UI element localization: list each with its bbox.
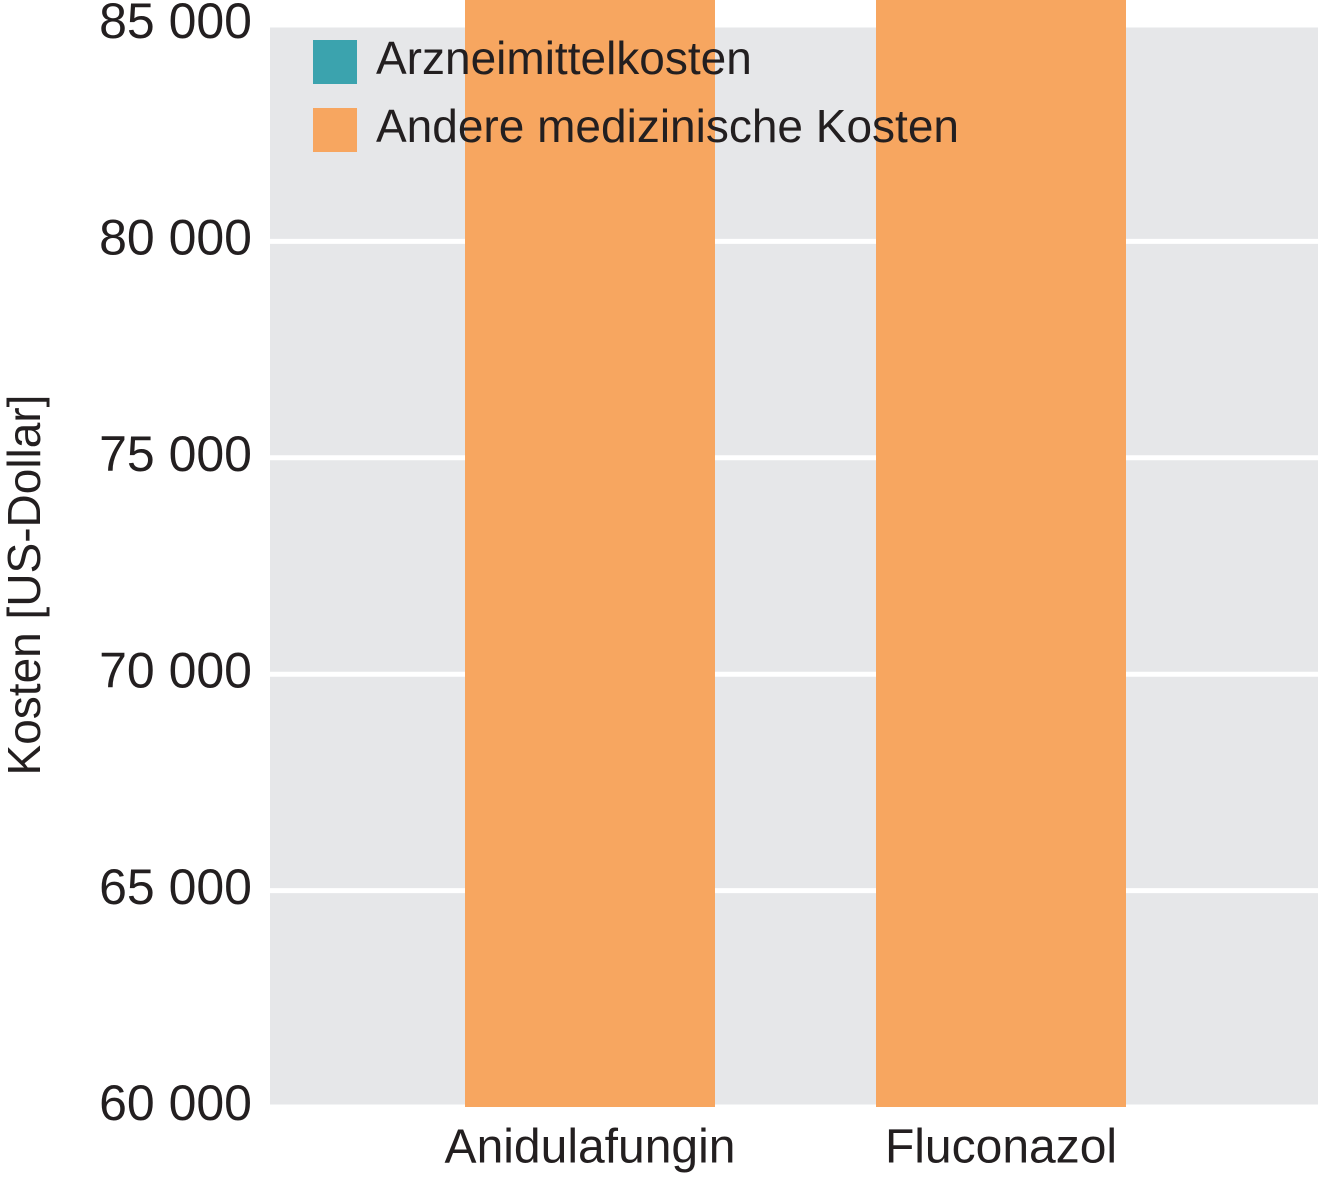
legend-label: Arzneimittelkosten	[376, 32, 752, 84]
legend-label: Andere medizinische Kosten	[376, 100, 959, 152]
legend-swatch	[313, 40, 357, 84]
bar-segment	[465, 0, 715, 1107]
y-tick-label: 80 000	[99, 210, 252, 266]
x-tick-label: Fluconazol	[885, 1121, 1117, 1174]
y-tick-label: 85 000	[99, 0, 252, 49]
y-axis-label: Kosten [US-Dollar]	[0, 395, 50, 776]
y-tick-label: 65 000	[99, 859, 252, 915]
x-tick-label: Anidulafungin	[445, 1121, 736, 1174]
bar-segment	[876, 0, 1126, 1107]
y-tick-label: 75 000	[99, 426, 252, 482]
plot-background	[270, 25, 1318, 1107]
legend-swatch	[313, 108, 357, 152]
y-tick-label: 60 000	[99, 1075, 252, 1131]
y-tick-label: 70 000	[99, 642, 252, 698]
